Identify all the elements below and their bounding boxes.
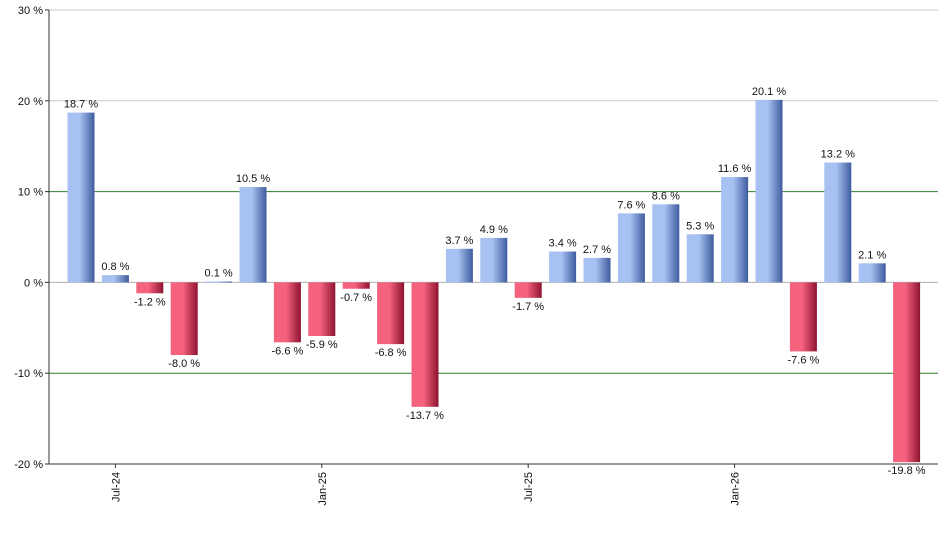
y-tick-label: -20 % bbox=[14, 459, 43, 471]
data-label: 18.7 % bbox=[64, 99, 98, 111]
gridlines bbox=[49, 9, 938, 465]
data-label: 8.6 % bbox=[652, 190, 680, 202]
data-label: 13.2 % bbox=[821, 149, 855, 161]
y-tick-label: 30 % bbox=[18, 5, 43, 17]
bar bbox=[824, 162, 852, 283]
data-label: -1.7 % bbox=[512, 301, 544, 313]
bar bbox=[514, 282, 542, 298]
bar bbox=[652, 204, 680, 283]
x-axis: Jul-24 Jan-25 Jul-25 Jan-26 bbox=[49, 463, 938, 506]
data-label: -7.6 % bbox=[788, 354, 820, 366]
bar bbox=[721, 177, 749, 283]
x-tick-label: Jan-25 bbox=[317, 472, 329, 506]
x-tick-label: Jul-25 bbox=[523, 472, 535, 502]
bar bbox=[308, 282, 336, 336]
bar bbox=[411, 282, 439, 407]
data-label: -8.0 % bbox=[168, 358, 200, 370]
bar bbox=[170, 282, 198, 356]
value-labels: 18.7 % 0.8 % -1.2 % -8.0 % 0.1 % 10.5 % -6.6 %… bbox=[64, 86, 926, 477]
data-label: 3.7 % bbox=[445, 235, 473, 247]
bar bbox=[549, 251, 577, 283]
bar bbox=[480, 237, 508, 283]
bars bbox=[67, 99, 921, 463]
data-label: 2.1 % bbox=[858, 249, 886, 261]
y-tick-label: -10 % bbox=[14, 368, 43, 380]
data-label: -6.6 % bbox=[272, 345, 304, 357]
bar bbox=[239, 187, 267, 283]
bar bbox=[273, 282, 301, 343]
bar bbox=[136, 282, 164, 294]
bar bbox=[377, 282, 405, 345]
bar bbox=[342, 282, 370, 289]
y-tick-label: 10 % bbox=[18, 187, 43, 199]
bar bbox=[445, 248, 473, 283]
data-label: 3.4 % bbox=[549, 238, 577, 250]
y-tick-label: 20 % bbox=[18, 96, 43, 108]
data-label: 20.1 % bbox=[752, 86, 786, 98]
y-tick-label: 0 % bbox=[24, 277, 43, 289]
y-axis: -20 % -10 % 0 % 10 % 20 % 30 % bbox=[14, 5, 50, 471]
data-label: -5.9 % bbox=[306, 339, 338, 351]
data-label: 7.6 % bbox=[617, 199, 645, 211]
data-label: -13.7 % bbox=[406, 410, 444, 422]
data-label: 4.9 % bbox=[480, 224, 508, 236]
bar bbox=[583, 257, 611, 283]
data-label: 11.6 % bbox=[718, 163, 752, 175]
data-label: 10.5 % bbox=[236, 173, 270, 185]
bar bbox=[893, 282, 921, 463]
x-tick-label: Jul-24 bbox=[110, 472, 122, 502]
data-label: -6.8 % bbox=[375, 347, 407, 359]
bar bbox=[205, 281, 233, 283]
bar bbox=[617, 213, 645, 283]
data-label: 2.7 % bbox=[583, 244, 611, 256]
x-tick-label: Jan-26 bbox=[730, 472, 742, 506]
data-label: -19.8 % bbox=[888, 465, 926, 477]
bar bbox=[858, 263, 886, 283]
bar bbox=[686, 234, 714, 283]
data-label: 5.3 % bbox=[686, 220, 714, 232]
data-label: -1.2 % bbox=[134, 296, 166, 308]
data-label: 0.8 % bbox=[101, 261, 129, 273]
bar bbox=[789, 282, 817, 352]
bar bbox=[101, 275, 129, 283]
data-label: -0.7 % bbox=[340, 292, 372, 304]
bar bbox=[67, 112, 95, 283]
bar bbox=[755, 99, 783, 283]
data-label: 0.1 % bbox=[205, 267, 233, 279]
